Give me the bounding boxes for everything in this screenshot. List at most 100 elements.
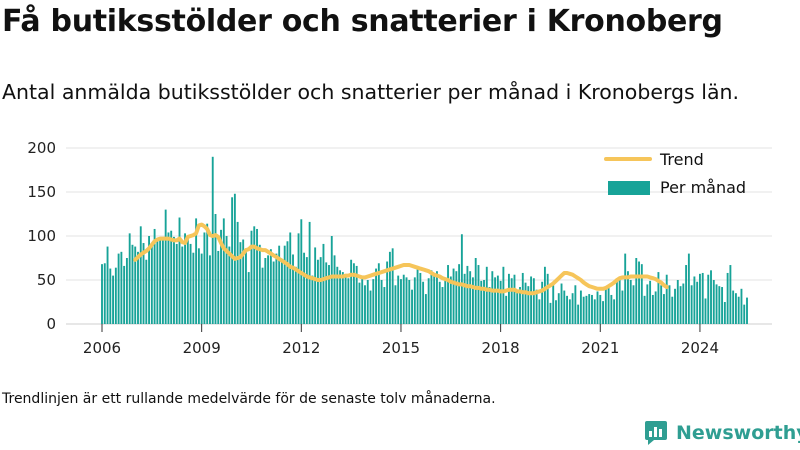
y-tick-label: 100 — [27, 227, 56, 245]
bar — [344, 275, 347, 324]
bar — [668, 285, 671, 324]
bar — [402, 274, 405, 324]
bar — [286, 241, 289, 324]
bar — [103, 263, 106, 324]
bar — [654, 291, 657, 324]
bar — [400, 279, 402, 324]
bar — [424, 294, 427, 324]
bar — [737, 296, 740, 324]
bar — [211, 156, 214, 324]
y-tick-label: 200 — [27, 139, 56, 157]
bar — [444, 278, 447, 324]
bar — [305, 257, 308, 324]
chart-subtitle: Antal anmälda butiksstölder och snatteri… — [2, 80, 740, 104]
bar — [723, 302, 726, 324]
bar — [488, 287, 491, 324]
bar — [361, 278, 364, 324]
bar — [543, 266, 546, 324]
bar — [261, 267, 264, 324]
bar — [474, 258, 477, 324]
bar — [496, 275, 499, 324]
bar — [676, 280, 679, 324]
bar — [178, 217, 181, 324]
y-tick-label: 50 — [37, 271, 56, 289]
bar — [123, 265, 126, 324]
bar — [472, 277, 474, 324]
bar — [394, 285, 397, 324]
bar — [712, 280, 715, 324]
bar — [422, 281, 425, 324]
bar — [483, 280, 485, 324]
newsworthy-logo-icon — [645, 421, 667, 445]
bar — [582, 296, 585, 324]
bar — [416, 267, 419, 324]
bar — [585, 295, 588, 324]
bar — [466, 265, 469, 324]
monthly-bars — [101, 156, 748, 324]
bar — [247, 272, 250, 324]
bar — [372, 279, 375, 324]
bar — [364, 285, 366, 324]
bar — [142, 243, 145, 324]
bar — [596, 291, 599, 324]
bar — [685, 265, 688, 324]
bar — [555, 300, 557, 324]
bar — [258, 244, 261, 324]
bar — [690, 285, 693, 324]
bar — [322, 243, 325, 324]
bar — [134, 246, 137, 324]
bar — [125, 258, 128, 324]
bar — [388, 251, 391, 324]
bar — [577, 304, 580, 324]
bar — [231, 197, 234, 324]
bar — [206, 223, 209, 324]
bar — [311, 275, 314, 324]
bar — [571, 293, 574, 324]
bar — [377, 263, 380, 324]
bar — [566, 295, 568, 324]
bar — [222, 218, 225, 324]
bar — [615, 281, 618, 324]
bar — [386, 261, 389, 324]
newsworthy-logo: Newsworthy — [644, 420, 800, 446]
bar — [530, 276, 533, 324]
bar — [383, 287, 386, 324]
bar — [549, 302, 552, 324]
bar — [328, 265, 330, 324]
bar — [721, 287, 724, 324]
bar — [593, 299, 596, 324]
bar — [339, 270, 342, 324]
bar — [433, 275, 436, 324]
bar — [505, 295, 508, 324]
bar — [494, 277, 497, 324]
y-tick-label: 0 — [46, 315, 56, 333]
bar — [560, 283, 563, 324]
chart-legend: Trend Per månad — [604, 150, 746, 197]
bar — [267, 255, 270, 324]
bar — [491, 271, 494, 324]
bar — [405, 277, 408, 324]
bar — [516, 290, 519, 324]
bar — [718, 286, 721, 324]
trend-line — [133, 222, 669, 296]
bar — [148, 236, 150, 324]
bar — [225, 236, 228, 324]
bar — [278, 245, 281, 324]
bar — [436, 271, 438, 324]
bar — [156, 239, 159, 324]
bar — [463, 273, 466, 324]
bar — [195, 218, 198, 324]
bar — [460, 234, 463, 324]
bar — [289, 232, 292, 324]
bar — [280, 260, 283, 324]
bar — [734, 293, 737, 324]
bar — [732, 290, 735, 324]
bar — [635, 258, 638, 324]
bar — [651, 294, 654, 324]
bar — [413, 277, 416, 324]
bar — [674, 288, 676, 324]
bar — [242, 239, 245, 324]
bar — [101, 264, 103, 324]
bar — [665, 274, 668, 324]
